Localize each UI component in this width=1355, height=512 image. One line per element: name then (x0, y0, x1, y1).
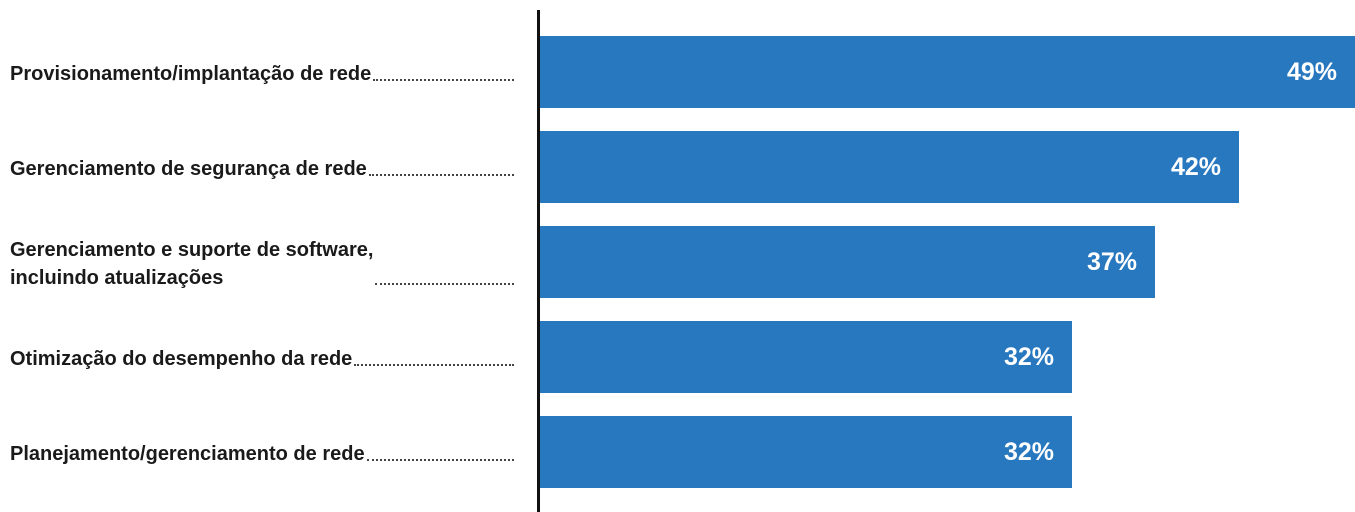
bar: 37% (540, 226, 1155, 298)
bar-value-label: 32% (1003, 342, 1054, 371)
category-label: Gerenciamento de segurança de rede (10, 155, 514, 183)
category-label-text: Planejamento/gerenciamento de rede (10, 443, 365, 465)
category-label: Provisionamento/implantação de rede (10, 60, 514, 88)
category-label-text: Gerenciamento e suporte de software, inc… (10, 239, 374, 289)
bar-value-label: 42% (1170, 152, 1221, 181)
category-label: Otimização do desempenho da rede (10, 345, 514, 373)
bar: 32% (540, 321, 1072, 393)
bar-value-label: 32% (1003, 437, 1054, 466)
dotted-leader (366, 459, 514, 461)
dotted-leader (368, 174, 514, 176)
bar: 32% (540, 416, 1072, 488)
category-label-text: Gerenciamento de segurança de rede (10, 158, 367, 180)
category-axis-line (537, 10, 540, 512)
category-label: Gerenciamento e suporte de software, inc… (10, 236, 514, 292)
category-label-text: Provisionamento/implantação de rede (10, 63, 372, 85)
bar: 49% (540, 36, 1355, 108)
bar: 42% (540, 131, 1239, 203)
category-label: Planejamento/gerenciamento de rede (10, 440, 514, 468)
dotted-leader (375, 283, 514, 285)
dotted-leader (354, 364, 514, 366)
category-label-text: Otimização do desempenho da rede (10, 348, 353, 370)
dotted-leader (373, 79, 514, 81)
bar-value-label: 37% (1086, 247, 1137, 276)
bar-value-label: 49% (1286, 57, 1337, 86)
